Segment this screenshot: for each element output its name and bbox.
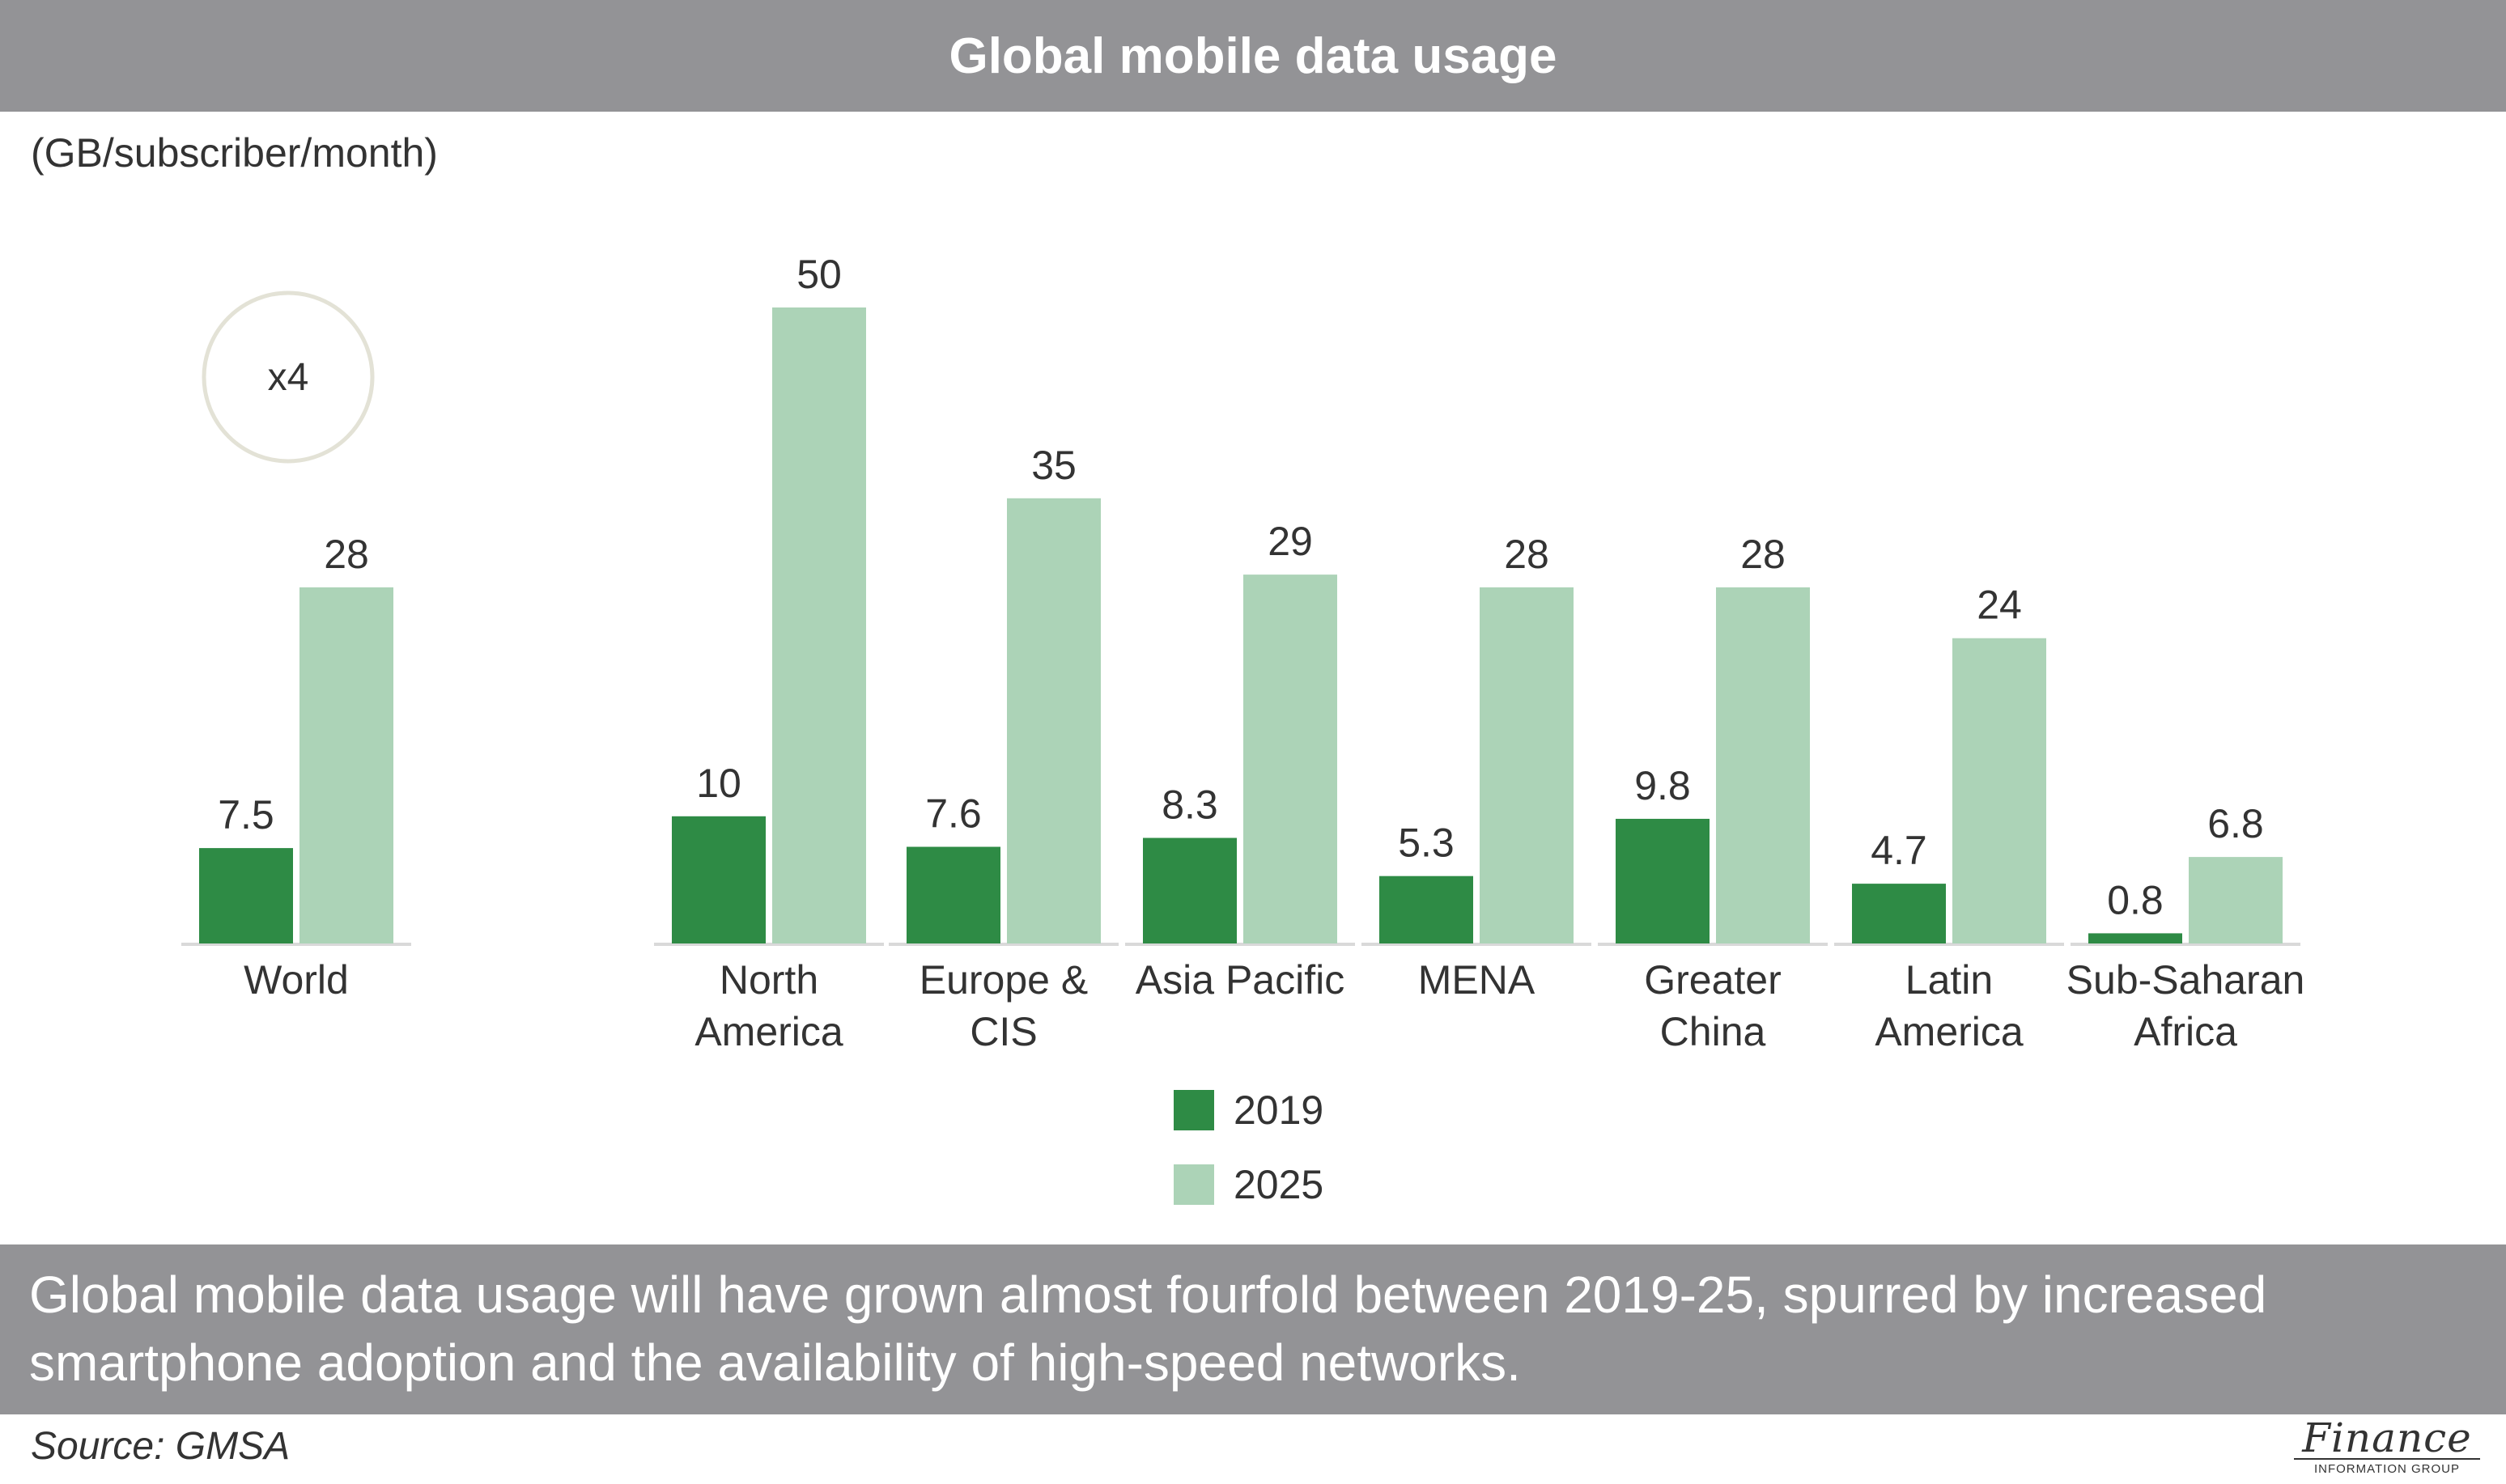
bar-2025 bbox=[1480, 587, 1574, 943]
category-label: World bbox=[244, 957, 349, 1003]
logo-sub-text: INFORMATION GROUP bbox=[2294, 1458, 2480, 1476]
legend-label: 2025 bbox=[1234, 1162, 1323, 1207]
category-label: China bbox=[1660, 1009, 1766, 1054]
bar-value-label: 6.8 bbox=[2207, 801, 2264, 846]
bar-value-label: 10 bbox=[696, 761, 741, 806]
bar-value-label: 28 bbox=[1504, 532, 1549, 577]
category-label: Africa bbox=[2134, 1009, 2237, 1054]
bar-value-label: 7.6 bbox=[925, 791, 982, 837]
bar-value-label: 50 bbox=[796, 252, 842, 297]
bar-value-label: 5.3 bbox=[1398, 820, 1455, 866]
bar-value-label: 35 bbox=[1031, 443, 1077, 488]
bar-value-label: 28 bbox=[1740, 532, 1786, 577]
bar-2019 bbox=[672, 816, 766, 943]
bar-2025 bbox=[2189, 857, 2283, 943]
bar-2019 bbox=[907, 846, 1000, 943]
bar-value-label: 4.7 bbox=[1871, 828, 1927, 873]
category-label: Sub-Saharan bbox=[2066, 957, 2305, 1003]
finance-logo: Finance INFORMATION GROUP bbox=[2294, 1418, 2480, 1476]
bar-2025 bbox=[299, 587, 393, 943]
legend-label: 2019 bbox=[1234, 1088, 1323, 1133]
category-label: MENA bbox=[1418, 957, 1535, 1003]
category-label: Asia Pacific bbox=[1136, 957, 1344, 1003]
logo-main-text: Finance bbox=[2302, 1414, 2472, 1461]
bar-2025 bbox=[1952, 638, 2046, 943]
caption-text: Global mobile data usage will have grown… bbox=[0, 1244, 2506, 1414]
unit-label: (GB/subscriber/month) bbox=[31, 130, 438, 176]
bar-2019 bbox=[2088, 933, 2182, 943]
category-label: Greater bbox=[1644, 957, 1782, 1003]
bar-value-label: 24 bbox=[1977, 583, 2022, 628]
category-label: Latin bbox=[1905, 957, 1993, 1003]
bar-2019 bbox=[1379, 876, 1473, 943]
fourfold-label: x4 bbox=[268, 356, 309, 399]
category-label: CIS bbox=[970, 1009, 1037, 1054]
bar-2019 bbox=[199, 848, 293, 943]
bar-2025 bbox=[772, 307, 866, 943]
category-label: America bbox=[1875, 1009, 2024, 1054]
bar-2025 bbox=[1243, 575, 1337, 943]
bar-value-label: 9.8 bbox=[1634, 763, 1691, 808]
category-label: North bbox=[720, 957, 818, 1003]
bar-2019 bbox=[1616, 818, 1710, 943]
category-label: Europe & bbox=[920, 957, 1088, 1003]
bar-2019 bbox=[1852, 884, 1946, 943]
bar-value-label: 8.3 bbox=[1162, 782, 1218, 828]
source-note: Source: GMSA bbox=[31, 1425, 291, 1468]
category-label: America bbox=[694, 1009, 843, 1054]
bar-value-label: 0.8 bbox=[2107, 877, 2164, 922]
bar-2025 bbox=[1007, 498, 1101, 943]
bar-chart: x4 7.5 28 World 10 50 North America 7.6 35 Europe… bbox=[181, 252, 2305, 1207]
bar-2025 bbox=[1716, 587, 1810, 943]
fourfold-circle bbox=[202, 290, 375, 464]
legend-swatch-2019 bbox=[1174, 1090, 1214, 1130]
bar-2019 bbox=[1143, 837, 1237, 943]
bar-value-label: 29 bbox=[1268, 519, 1313, 564]
chart-title: Global mobile data usage bbox=[0, 0, 2506, 112]
bar-value-label: 7.5 bbox=[218, 792, 274, 837]
legend-swatch-2025 bbox=[1174, 1164, 1214, 1205]
bar-value-label: 28 bbox=[324, 532, 369, 577]
